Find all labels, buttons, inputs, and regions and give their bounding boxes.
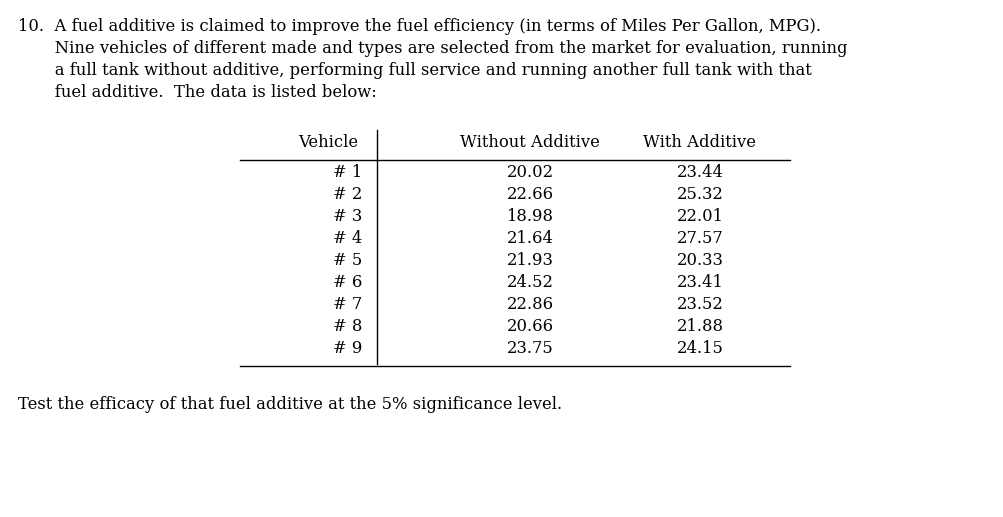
Text: 23.75: 23.75	[507, 340, 553, 357]
Text: 24.52: 24.52	[506, 274, 553, 291]
Text: 22.01: 22.01	[676, 208, 723, 225]
Text: # 8: # 8	[333, 318, 362, 335]
Text: 22.66: 22.66	[506, 186, 553, 203]
Text: 23.52: 23.52	[676, 296, 723, 313]
Text: # 4: # 4	[333, 230, 362, 247]
Text: fuel additive.  The data is listed below:: fuel additive. The data is listed below:	[18, 84, 376, 101]
Text: Without Additive: Without Additive	[459, 134, 600, 151]
Text: 25.32: 25.32	[676, 186, 723, 203]
Text: # 5: # 5	[333, 252, 362, 269]
Text: 20.33: 20.33	[676, 252, 723, 269]
Text: 21.93: 21.93	[507, 252, 553, 269]
Text: # 3: # 3	[333, 208, 362, 225]
Text: # 1: # 1	[333, 164, 362, 181]
Text: 23.44: 23.44	[676, 164, 723, 181]
Text: With Additive: With Additive	[643, 134, 755, 151]
Text: # 9: # 9	[333, 340, 362, 357]
Text: 20.02: 20.02	[506, 164, 553, 181]
Text: # 7: # 7	[333, 296, 362, 313]
Text: 10.  A fuel additive is claimed to improve the fuel efficiency (in terms of Mile: 10. A fuel additive is claimed to improv…	[18, 18, 820, 35]
Text: 21.88: 21.88	[676, 318, 723, 335]
Text: Vehicle: Vehicle	[298, 134, 358, 151]
Text: 22.86: 22.86	[506, 296, 553, 313]
Text: 23.41: 23.41	[676, 274, 723, 291]
Text: 20.66: 20.66	[506, 318, 553, 335]
Text: 18.98: 18.98	[506, 208, 553, 225]
Text: Nine vehicles of different made and types are selected from the market for evalu: Nine vehicles of different made and type…	[18, 40, 847, 57]
Text: 27.57: 27.57	[676, 230, 722, 247]
Text: Test the efficacy of that fuel additive at the 5% significance level.: Test the efficacy of that fuel additive …	[18, 396, 562, 413]
Text: 21.64: 21.64	[506, 230, 553, 247]
Text: 24.15: 24.15	[676, 340, 723, 357]
Text: a full tank without additive, performing full service and running another full t: a full tank without additive, performing…	[18, 62, 811, 79]
Text: # 6: # 6	[333, 274, 362, 291]
Text: # 2: # 2	[333, 186, 362, 203]
